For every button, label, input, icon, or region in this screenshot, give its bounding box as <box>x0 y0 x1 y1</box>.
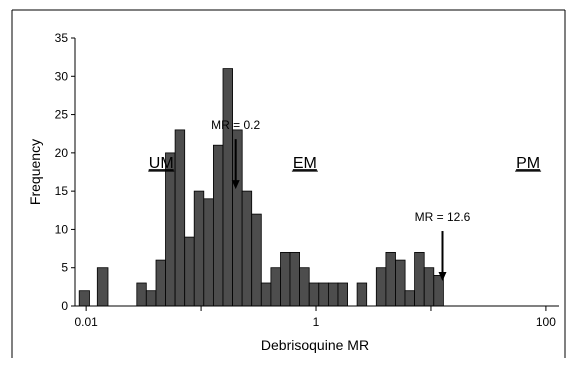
y-tick-label: 0 <box>61 299 68 313</box>
histogram-bar <box>78 290 90 307</box>
histogram-bar <box>270 267 281 307</box>
y-axis-label: Frequency <box>27 139 43 205</box>
histogram-bar <box>356 282 368 307</box>
y-tick-label: 30 <box>55 69 69 83</box>
axes: 0 5 10 15 20 25 30 35 0.01 1 100 <box>55 31 559 329</box>
histogram-bar <box>414 251 425 307</box>
x-ticks: 0.01 1 100 <box>74 306 556 329</box>
group-labels: UM EM PM <box>148 155 542 172</box>
annotation-arrow-head <box>438 272 447 282</box>
histogram-bar <box>251 213 262 307</box>
y-tick-label: 10 <box>55 222 69 236</box>
histogram-bar <box>404 290 416 307</box>
histogram-bar <box>375 267 387 307</box>
histogram-bar <box>395 259 406 307</box>
histogram-bar <box>212 144 224 307</box>
histogram-bar <box>136 282 147 307</box>
histogram-bar <box>203 198 214 307</box>
histogram-bar <box>260 282 272 307</box>
y-tick-label: 35 <box>55 31 69 45</box>
x-tick-label: 0.01 <box>74 315 98 329</box>
histogram-bar <box>145 290 157 307</box>
x-tick-label: 100 <box>536 315 556 329</box>
histogram-bar <box>308 282 320 307</box>
group-label: UM <box>149 155 174 172</box>
figure-frame <box>11 9 566 358</box>
x-axis-label: Debrisoquine MR <box>261 337 369 353</box>
histogram-bar <box>299 267 310 307</box>
histogram-bar <box>241 190 253 307</box>
histogram-bar <box>193 190 205 307</box>
histogram-bar <box>232 129 243 307</box>
y-tick-label: 5 <box>61 261 68 275</box>
y-tick-label: 20 <box>55 146 69 160</box>
group-label: PM <box>516 155 540 172</box>
histogram-bar <box>385 251 396 307</box>
histogram-bar <box>337 282 349 307</box>
histogram-bar <box>289 251 301 307</box>
y-tick-label: 25 <box>55 108 69 122</box>
histogram-bars <box>78 68 444 307</box>
annotations: MR = 0.2 MR = 12.6 <box>211 118 471 282</box>
histogram-bar <box>174 129 186 307</box>
histogram-bar <box>222 68 234 307</box>
group-label: EM <box>293 155 317 172</box>
histogram-bar <box>96 267 109 307</box>
histogram-bar <box>318 282 329 307</box>
y-tick-label: 15 <box>55 184 69 198</box>
x-tick-label: 1 <box>313 315 320 329</box>
histogram-bar <box>280 251 291 307</box>
histogram-bar <box>165 152 176 307</box>
histogram-bar <box>423 267 435 307</box>
annotation-label: MR = 12.6 <box>415 210 471 224</box>
annotation-label: MR = 0.2 <box>211 118 260 132</box>
histogram-bar <box>327 282 339 307</box>
histogram-bar <box>155 259 166 307</box>
annotation-arrow-head <box>231 180 240 190</box>
histogram-bar <box>184 236 195 307</box>
y-ticks: 0 5 10 15 20 25 30 35 <box>55 31 75 313</box>
histogram-bar <box>433 274 444 307</box>
